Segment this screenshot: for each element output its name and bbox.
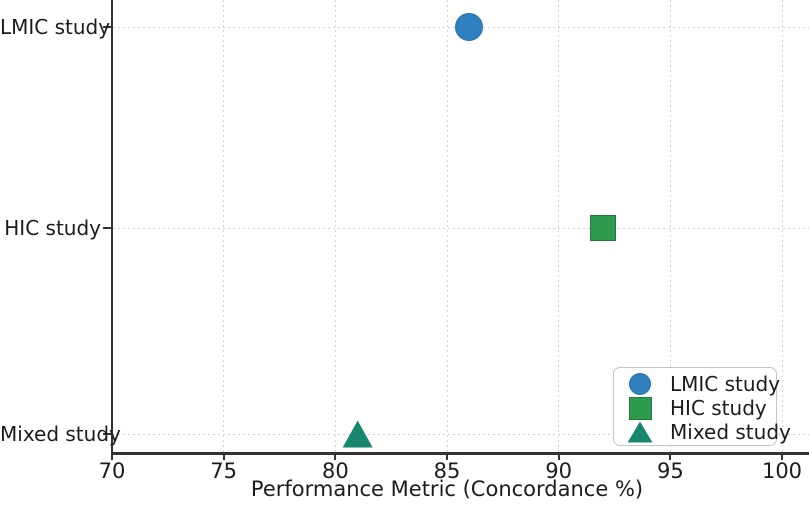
x-tick-70 (111, 453, 113, 460)
x-tick-75 (222, 453, 225, 460)
y-tick-label-lmic-study: LMIC study (0, 15, 111, 39)
vertical-gridline-80 (334, 0, 336, 452)
y-tick-lmic-study (103, 26, 111, 28)
legend-item-lmic-study: LMIC study (624, 372, 780, 396)
legend-circle-icon (629, 373, 651, 395)
vertical-gridline-85 (446, 0, 448, 452)
vertical-gridline-95 (669, 0, 671, 452)
legend-label-lmic-study: LMIC study (670, 372, 781, 396)
x-tick-label-70: 70 (98, 459, 126, 483)
legend-marker-cell (624, 396, 656, 420)
x-tick-label-100: 100 (761, 459, 803, 483)
legend-marker-cell (624, 421, 656, 443)
x-tick-label-90: 90 (545, 459, 573, 483)
y-tick-mixed-study (103, 433, 111, 435)
scatter-point-hic-study (590, 215, 617, 241)
x-axis-title: Performance Metric (Concordance %) (250, 477, 644, 501)
vertical-gridline-90 (558, 0, 560, 452)
x-tick-label-80: 80 (321, 459, 349, 483)
x-tick-90 (557, 453, 560, 460)
vertical-gridline-75 (223, 0, 225, 452)
x-axis-spine (111, 452, 809, 455)
x-tick-label-75: 75 (210, 459, 238, 483)
scatter-point-lmic-study (455, 13, 484, 41)
horizontal-gridline-mixed-study (113, 433, 809, 435)
horizontal-gridline-hic-study (113, 227, 809, 229)
y-axis-spine (111, 0, 113, 454)
vertical-gridline-100 (781, 0, 783, 452)
x-tick-85 (446, 453, 448, 460)
x-tick-80 (334, 453, 337, 460)
y-tick-label-mixed-study: Mixed study (0, 422, 121, 446)
legend-item-mixed-study: Mixed study (624, 420, 791, 444)
y-tick-label-hic-study: HIC study (4, 216, 101, 240)
legend-marker-cell (624, 373, 656, 395)
legend-label-hic-study: HIC study (670, 396, 767, 420)
y-tick-hic-study (103, 227, 111, 229)
legend: LMIC study HIC study Mixed study (613, 367, 791, 446)
x-tick-100 (781, 453, 783, 460)
legend-item-hic-study: HIC study (624, 396, 770, 420)
x-tick-label-95: 95 (656, 459, 684, 483)
legend-label-mixed-study: Mixed study (670, 420, 791, 444)
legend-triangle-icon (627, 421, 653, 443)
x-tick-95 (669, 453, 672, 460)
legend-square-icon (628, 396, 652, 420)
x-tick-label-85: 85 (433, 459, 461, 483)
